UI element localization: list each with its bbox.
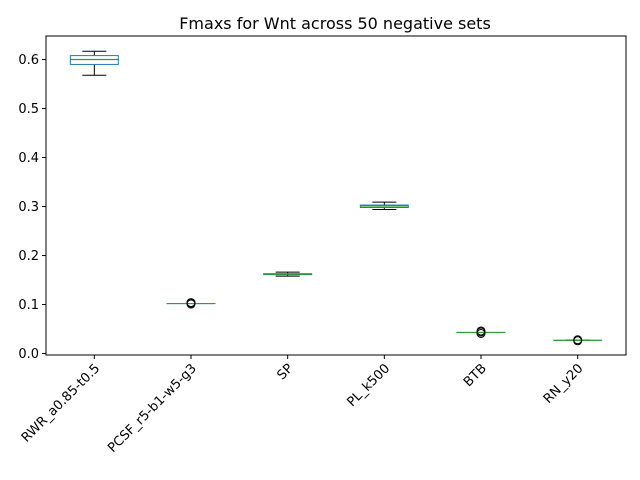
- y-tick-label: 0.2: [18, 249, 39, 264]
- y-axis: 0.0 0.1 0.2 0.3 0.4 0.5 0.6: [18, 53, 46, 362]
- flier-point: [186, 298, 196, 308]
- chart-title: Fmaxs for Wnt across 50 negative sets: [179, 14, 491, 33]
- x-tick-label: PCSF_r5-b1-w5-g3: [105, 361, 200, 456]
- y-tick-label: 0.3: [18, 200, 39, 215]
- box-RWR_a0.85-t0.5: [69, 50, 119, 76]
- x-tick-label: RWR_a0.85-t0.5: [19, 361, 103, 445]
- box-PCSF_r5-b1-w5-g3: [166, 298, 216, 309]
- x-tick-label: BTB: [461, 361, 490, 390]
- y-tick-label: 0.1: [18, 298, 39, 313]
- x-tick-label: RN_y20: [541, 361, 587, 407]
- x-tick-label: SP: [275, 361, 297, 383]
- x-axis: RWR_a0.85-t0.5 PCSF_r5-b1-w5-g3 SP PL_k500 B…: [19, 355, 587, 456]
- plot-area: [69, 50, 603, 346]
- flier-point: [476, 326, 486, 336]
- box-BTB: [456, 326, 506, 338]
- box-RN_y20: [553, 335, 603, 346]
- x-tick-label: PL_k500: [344, 361, 393, 410]
- y-tick-label: 0.5: [18, 102, 39, 117]
- plot-frame: [45, 35, 627, 356]
- box-SP: [263, 271, 313, 277]
- y-tick-label: 0.4: [18, 151, 39, 166]
- flier-point: [573, 335, 583, 345]
- y-tick-label: 0.0: [18, 347, 39, 362]
- y-tick-label: 0.6: [18, 53, 39, 68]
- box-PL_k500: [359, 201, 409, 210]
